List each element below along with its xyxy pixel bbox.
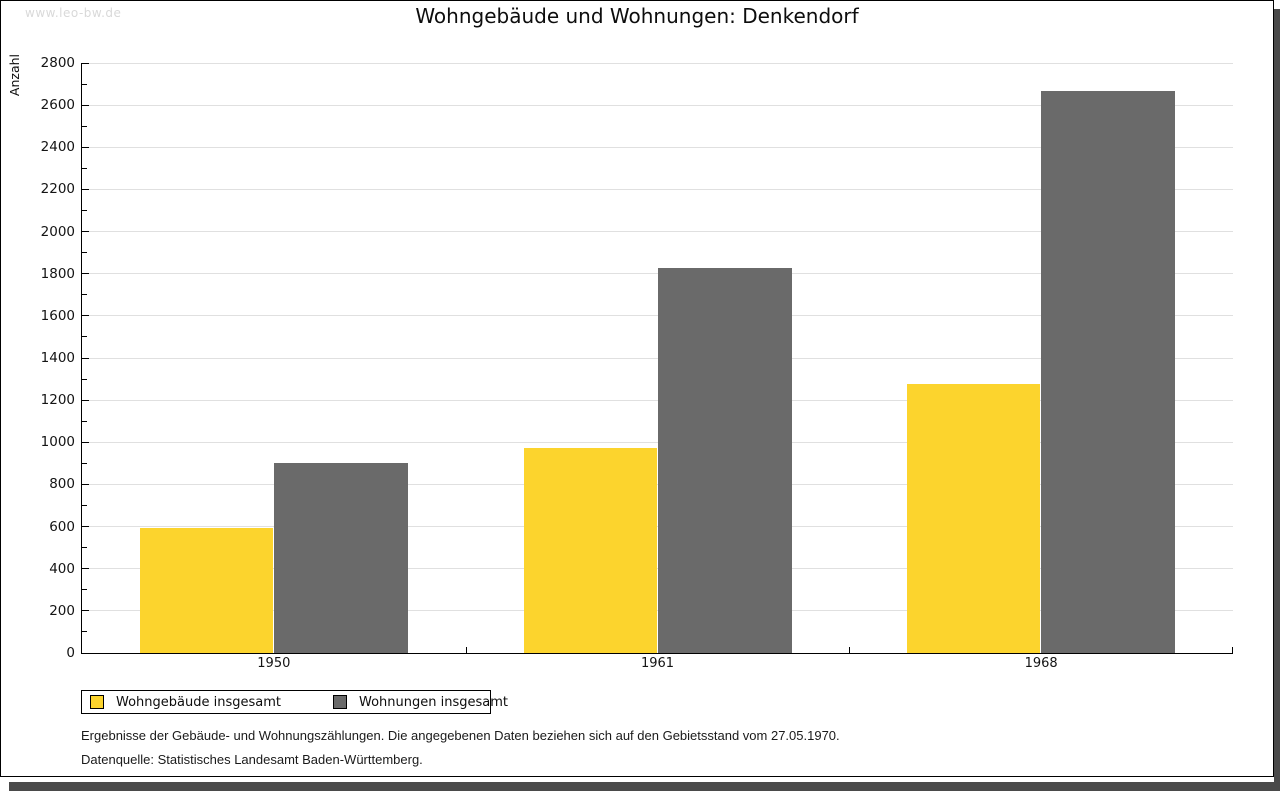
y-minor-tick — [82, 167, 87, 169]
gridline — [82, 62, 1233, 64]
footnote-source-note: Ergebnisse der Gebäude- und Wohnungszähl… — [81, 728, 840, 743]
y-tick-label: 2000 — [40, 223, 75, 240]
y-tick-label: 2400 — [40, 139, 75, 156]
x-separator-tick — [465, 647, 467, 653]
legend-swatch-yellow-icon — [90, 695, 104, 709]
y-major-tick — [82, 231, 89, 233]
y-major-tick — [82, 188, 89, 190]
x-separator-tick — [849, 647, 851, 653]
y-major-tick — [82, 315, 89, 317]
y-minor-tick — [82, 294, 87, 296]
chart-canvas: www.leo-bw.de Wohngebäude und Wohnungen:… — [0, 0, 1274, 777]
y-minor-tick — [82, 336, 87, 338]
y-tick-label: 1800 — [40, 265, 75, 282]
y-tick-label: 400 — [49, 560, 75, 577]
y-minor-tick — [82, 505, 87, 506]
y-major-tick — [82, 441, 89, 443]
y-tick-label: 1000 — [40, 434, 75, 451]
x-axis-end-tick — [1232, 647, 1233, 653]
y-tick-label: 2200 — [40, 181, 75, 198]
y-major-tick — [82, 104, 89, 106]
bar-wohnungen-insgesamt-1950 — [273, 463, 408, 653]
legend-box: Wohngebäude insgesamt Wohnungen insgesam… — [81, 690, 508, 714]
bar-wohnungen-insgesamt-1968 — [1041, 91, 1176, 653]
y-tick-label: 1400 — [40, 350, 75, 366]
plot-area — [81, 62, 1233, 654]
legend-swatch-gray-icon — [333, 695, 347, 709]
gridline — [82, 104, 1233, 106]
y-tick-label: 800 — [49, 476, 75, 493]
legend-label-wohnungen: Wohnungen insgesamt — [359, 694, 508, 710]
legend-item-wohngebaeude: Wohngebäude insgesamt — [90, 695, 281, 710]
y-minor-tick — [82, 547, 87, 549]
y-minor-tick — [82, 252, 87, 254]
y-major-tick — [82, 568, 89, 570]
y-tick-label: 600 — [49, 518, 75, 535]
gridline — [82, 188, 1233, 190]
footnote-data-source: Datenquelle: Statistisches Landesamt Bad… — [81, 752, 423, 767]
y-axis-label: Anzahl — [7, 54, 22, 97]
bar-wohngeb-ude-insgesamt-1961 — [523, 447, 657, 653]
y-minor-tick — [82, 589, 87, 591]
y-major-tick — [82, 146, 89, 148]
y-tick-label: 1200 — [40, 392, 75, 409]
bar-wohngeb-ude-insgesamt-1950 — [139, 527, 273, 653]
y-major-tick — [82, 483, 89, 485]
y-tick-label: 2800 — [40, 55, 75, 71]
bar-wohngeb-ude-insgesamt-1968 — [907, 384, 1041, 653]
y-tick-label: 0 — [66, 645, 75, 661]
y-minor-tick — [82, 420, 87, 422]
gridline — [82, 231, 1233, 233]
y-minor-tick — [82, 378, 87, 380]
frame-shadow-right — [1274, 9, 1280, 791]
y-minor-tick — [82, 631, 87, 633]
y-major-tick — [82, 62, 89, 64]
x-tick-label-1950: 1950 — [257, 656, 291, 671]
y-major-tick — [82, 273, 89, 275]
y-minor-tick — [82, 462, 87, 464]
legend-item-wohnungen: Wohnungen insgesamt — [333, 695, 508, 710]
y-major-tick — [82, 610, 89, 612]
y-minor-tick — [82, 125, 87, 127]
y-major-tick — [82, 357, 89, 359]
y-tick-label: 2600 — [40, 97, 75, 114]
bar-wohnungen-insgesamt-1961 — [657, 268, 792, 653]
gridline — [82, 146, 1233, 148]
x-tick-label-1961: 1961 — [640, 656, 675, 671]
y-minor-tick — [82, 83, 87, 85]
chart-title: Wohngebäude und Wohnungen: Denkendorf — [415, 4, 859, 28]
y-tick-label: 1600 — [40, 307, 75, 324]
legend-label-wohngebaeude: Wohngebäude insgesamt — [116, 694, 281, 710]
frame-shadow-bottom — [9, 782, 1274, 791]
y-major-tick — [82, 526, 89, 528]
y-tick-label: 200 — [49, 602, 75, 619]
x-tick-label-1968: 1968 — [1024, 656, 1058, 671]
y-major-tick — [82, 399, 89, 401]
y-minor-tick — [82, 210, 87, 211]
watermark-url: www.leo-bw.de — [25, 6, 122, 20]
